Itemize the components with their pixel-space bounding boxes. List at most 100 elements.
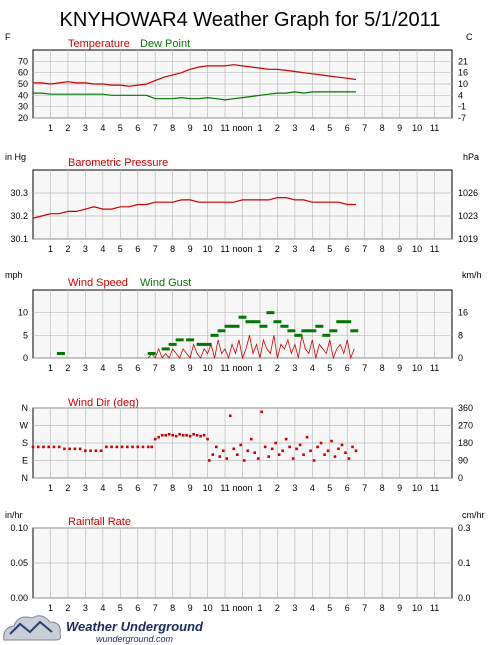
wind-gust-mark xyxy=(245,320,254,324)
wind-dir-point xyxy=(302,453,305,456)
wind-dir-point xyxy=(316,445,319,449)
logo-name: Weather Underground xyxy=(66,619,204,634)
wind-dir-point xyxy=(340,443,344,447)
wind-dir-point xyxy=(99,449,103,453)
y-tick-label-right: 1023 xyxy=(458,211,478,221)
wind-dir-point xyxy=(344,451,347,455)
x-tick-label: 9 xyxy=(397,363,402,373)
wind-speed-line xyxy=(147,335,355,360)
x-tick-label: 4 xyxy=(310,123,315,133)
wind-dir-point xyxy=(277,453,281,456)
y-tick-label-left: 50 xyxy=(18,79,28,89)
x-tick-label: 9 xyxy=(397,483,402,493)
x-tick-label: 6 xyxy=(345,123,350,133)
x-tick-label: 7 xyxy=(153,483,158,493)
wind-dir-point xyxy=(73,447,77,451)
y-tick-label-right: 0.1 xyxy=(458,558,471,568)
wind-dir-point xyxy=(136,445,140,449)
x-tick-label: 11 xyxy=(430,244,439,254)
x-tick-label: 11 xyxy=(220,123,229,133)
x-tick-label: 1 xyxy=(48,244,53,254)
wind-gust-mark xyxy=(168,342,177,346)
wind-dir-point xyxy=(354,449,358,453)
x-tick-label: 2 xyxy=(65,483,70,493)
wind-dir-point xyxy=(274,441,277,445)
wind-dir-point xyxy=(131,445,134,449)
x-tick-label: 11 xyxy=(430,363,439,373)
x-tick-label: 3 xyxy=(83,244,88,254)
temperature-legend: Temperature xyxy=(68,38,130,50)
x-tick-label: 11 xyxy=(220,244,229,254)
x-tick-label: 1 xyxy=(257,123,262,133)
x-tick-label: 2 xyxy=(65,603,70,613)
wind-gust-mark xyxy=(231,324,240,328)
x-tick-label: 1 xyxy=(257,244,262,254)
x-tick-label: 1 xyxy=(48,483,53,493)
y-tick-label-left: 0.10 xyxy=(10,523,28,533)
wind-gust-mark xyxy=(287,329,296,333)
wind-dir-point xyxy=(270,447,274,451)
y-tick-label-right: 90 xyxy=(458,456,468,466)
wind-gust-mark xyxy=(252,320,261,324)
y-tick-label-left: 30.2 xyxy=(10,211,28,221)
wind-dir-point xyxy=(253,451,257,455)
wind-gust-mark xyxy=(238,315,247,319)
x-tick-label: 5 xyxy=(118,483,123,493)
y-tick-label-left: 0.00 xyxy=(10,593,28,603)
wind-gust-mark xyxy=(350,329,359,333)
wind-gust-mark xyxy=(196,342,205,346)
x-tick-label: 4 xyxy=(100,123,105,133)
wind-dir-point xyxy=(326,449,330,453)
x-tick-label: 2 xyxy=(275,244,280,254)
x-tick-label: 9 xyxy=(188,244,193,254)
wind-dir-panel: Wind Dir (deg) 1 2 3 4 5 6 7 8 9 10 11 noon 1 2 3 4 5 6 7 8… xyxy=(20,397,474,493)
cloud-icon xyxy=(3,615,61,641)
x-tick-label: 1 xyxy=(257,363,262,373)
x-tick-label: 10 xyxy=(203,123,213,133)
wind-dir-point xyxy=(288,445,291,449)
x-tick-label: 4 xyxy=(310,363,315,373)
x-tick-label: 3 xyxy=(292,244,297,254)
page-title: KNYHOWAR4 Weather Graph for 5/1/2011 xyxy=(60,9,441,31)
x-tick-label: 7 xyxy=(153,123,158,133)
y-tick-label-left: S xyxy=(22,438,28,448)
x-tick-label: 7 xyxy=(153,244,158,254)
wind-gust-mark xyxy=(329,329,338,333)
wind-dir-point xyxy=(319,441,323,445)
x-tick-label: noon xyxy=(232,123,252,133)
wind-gust-mark xyxy=(203,342,212,346)
rainfall-legend: Rainfall Rate xyxy=(68,516,131,528)
wind-dir-point xyxy=(263,445,267,449)
x-tick-label: 3 xyxy=(83,123,88,133)
x-tick-label: 4 xyxy=(100,363,105,373)
wind-dir-point xyxy=(178,432,181,436)
x-tick-label: 5 xyxy=(118,363,123,373)
x-tick-label: 7 xyxy=(153,363,158,373)
wind-dir-point xyxy=(235,453,239,456)
temperature-panel: F C Temperature Dew Point 1 2 3 4 5 6 7 8 9 10 11 n… xyxy=(5,32,473,133)
wind-dir-point xyxy=(94,449,98,453)
y-tick-label-left: 30 xyxy=(18,102,28,112)
wind-dir-point xyxy=(298,443,302,447)
wind-gust-mark xyxy=(224,324,233,328)
wind-gust-mark xyxy=(186,338,195,342)
wind-dir-point xyxy=(221,449,225,453)
y-tick-label-left: 30.3 xyxy=(10,188,28,198)
wind-dir-point xyxy=(211,453,215,456)
y-tick-label-left: 0 xyxy=(23,353,28,363)
rain-left-unit: in/hr xyxy=(5,510,23,520)
x-tick-label: 10 xyxy=(412,483,422,493)
x-tick-label: 3 xyxy=(292,603,297,613)
wind-dir-point xyxy=(330,439,333,443)
wind-gust-mark xyxy=(161,347,170,351)
wind-dir-point xyxy=(171,433,174,437)
x-tick-label: 10 xyxy=(412,123,422,133)
wind-dir-point xyxy=(42,445,45,449)
pressure-right-unit: hPa xyxy=(463,152,479,162)
wind-dir-point xyxy=(337,447,340,451)
x-tick-label: 3 xyxy=(83,483,88,493)
x-tick-label: 9 xyxy=(188,603,193,613)
wind-gust-mark xyxy=(322,333,331,337)
